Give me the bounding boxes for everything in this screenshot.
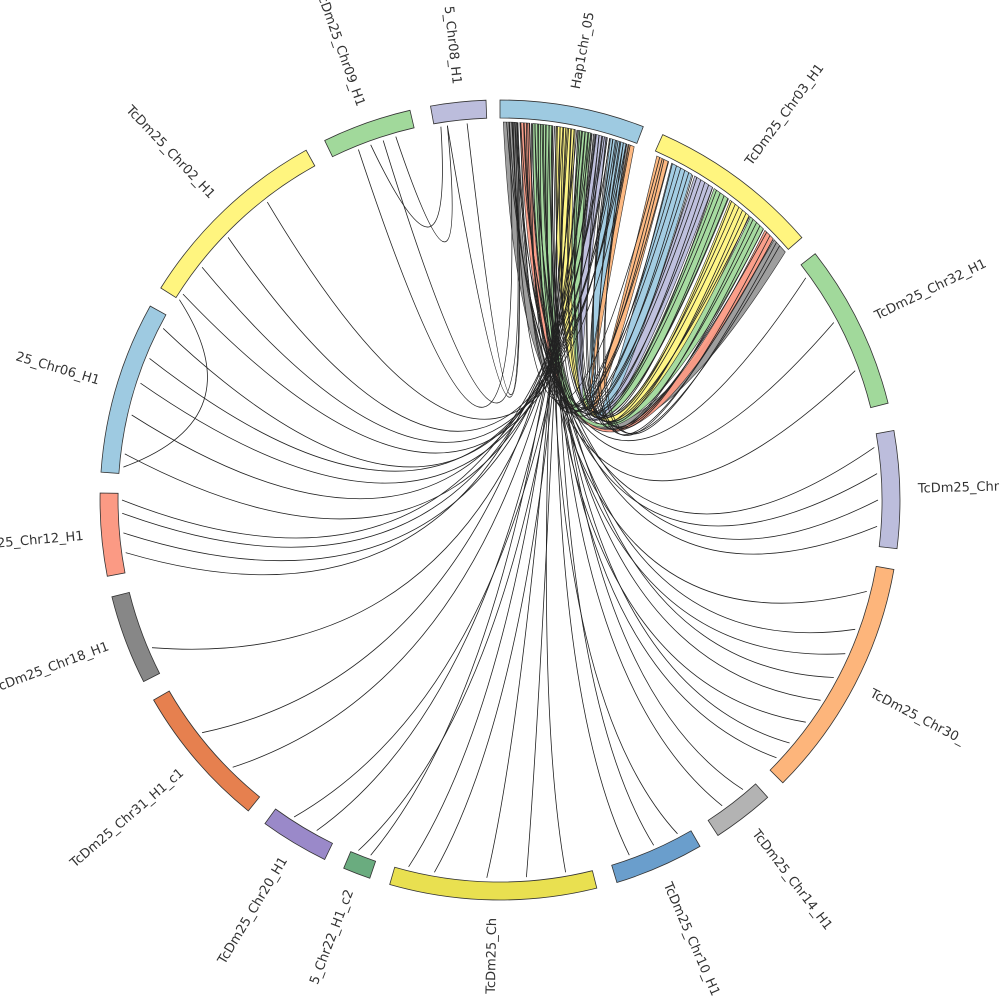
sector-arc — [324, 109, 415, 158]
sector-label: TcDm25_Chr09_H1 — [312, 0, 367, 109]
link — [545, 124, 698, 409]
link — [551, 125, 678, 835]
sector-arc — [654, 134, 803, 250]
link — [603, 143, 781, 434]
link — [232, 132, 589, 768]
sector-label: TcDm25_Chr — [917, 479, 1000, 496]
sector-arc — [389, 866, 598, 901]
link — [520, 122, 669, 408]
link — [526, 127, 567, 878]
sector-arc — [430, 99, 488, 125]
sector-arc — [153, 690, 261, 812]
link — [531, 123, 846, 655]
link — [370, 126, 443, 228]
link — [537, 123, 821, 701]
link — [382, 122, 519, 404]
link — [395, 125, 453, 243]
sector-label: 5_Chr22_H1_c2 — [307, 888, 357, 987]
sector-arc — [264, 808, 334, 861]
sector-arc — [875, 430, 901, 550]
sector-label: TcDm25_Chr30_ — [866, 686, 967, 748]
link — [358, 130, 581, 851]
sector-arc — [769, 565, 895, 784]
sector-label: TcDm25_Chr20_H1 — [215, 854, 291, 967]
sector-arc — [100, 305, 167, 474]
link — [550, 125, 723, 807]
sector-label: 25_Chr06_H1 — [14, 349, 101, 388]
sector-label: TcDm25_Ch — [484, 918, 500, 995]
link — [553, 126, 710, 415]
link — [541, 124, 694, 410]
sector-arc — [160, 149, 316, 299]
sector-arc — [499, 99, 644, 144]
link — [408, 129, 575, 868]
sector-label: TcDm25_Chr03_H1 — [742, 61, 827, 169]
link — [227, 143, 627, 432]
link — [545, 127, 566, 873]
link — [586, 145, 663, 408]
link — [561, 127, 721, 421]
link — [293, 131, 586, 818]
link — [579, 134, 750, 422]
link — [131, 138, 611, 500]
link-layer — [121, 122, 879, 878]
link — [560, 127, 717, 412]
sector-label: TcDm25_Chr18_H1 — [0, 639, 111, 696]
sector-layer — [99, 99, 901, 901]
sector-arc — [800, 253, 889, 409]
sector-arc — [99, 492, 126, 577]
link — [511, 122, 856, 482]
sector-arc — [343, 851, 377, 879]
link — [434, 128, 572, 873]
sector-label: 5_Chr08_H1 — [441, 5, 464, 85]
sector-label: TcDm25_Chr02_H1 — [122, 102, 218, 202]
link — [512, 122, 661, 402]
sector-arc — [707, 783, 769, 837]
sector-label: 25_Chr12_H1 — [0, 529, 84, 552]
sector-arc — [111, 591, 161, 683]
link — [573, 131, 740, 425]
link — [597, 141, 774, 435]
link — [370, 129, 578, 856]
sector-label: TcDm25_Chr14_H1 — [748, 826, 835, 933]
link — [555, 126, 630, 856]
link — [151, 133, 594, 650]
link — [125, 134, 597, 575]
link — [556, 126, 655, 846]
link — [552, 125, 706, 416]
sector-label: TcDm25_Chr10_H1 — [659, 879, 722, 998]
link — [202, 133, 592, 734]
link — [121, 136, 605, 539]
link — [466, 122, 520, 396]
sector-label: TcDm25_Chr32_H1 — [872, 256, 989, 324]
link — [517, 122, 878, 527]
link — [266, 144, 630, 420]
sector-label: Hap1chr_05 — [569, 11, 598, 90]
link — [358, 122, 513, 408]
link — [545, 124, 777, 759]
link — [548, 125, 744, 790]
link — [162, 140, 619, 468]
link — [539, 124, 806, 723]
link — [123, 299, 208, 468]
link — [534, 123, 686, 412]
sector-arc — [611, 830, 701, 883]
link — [523, 122, 878, 555]
link — [486, 128, 569, 878]
sector-label: TcDm25_Chr31_H1_c1 — [67, 766, 187, 872]
